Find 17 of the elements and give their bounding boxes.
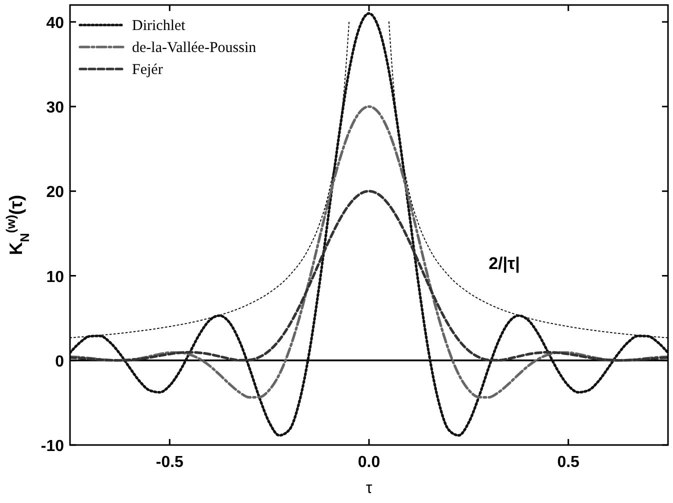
y-tick-label: 0: [55, 353, 64, 370]
line-series: [70, 12, 668, 437]
y-tick-label: 20: [46, 184, 64, 202]
x-axis-title: τ: [366, 480, 373, 497]
y-tick-label: -10: [40, 438, 64, 455]
legend-label: Dirichlet: [132, 18, 186, 34]
legend-label: de-la-Vallée-Poussin: [132, 40, 257, 56]
line-series: [70, 190, 668, 362]
legend-label: Fejér: [132, 62, 163, 78]
x-tick-label: 0.0: [358, 454, 380, 471]
y-tick-label: 30: [46, 100, 64, 117]
x-tick-label: 0.5: [557, 454, 580, 471]
y-tick-label: 10: [46, 268, 64, 286]
x-tick-label: -0.5: [156, 454, 184, 471]
line-series: [70, 105, 668, 399]
annotation: 2/|τ|: [488, 254, 520, 273]
y-tick-label: 40: [46, 14, 64, 32]
